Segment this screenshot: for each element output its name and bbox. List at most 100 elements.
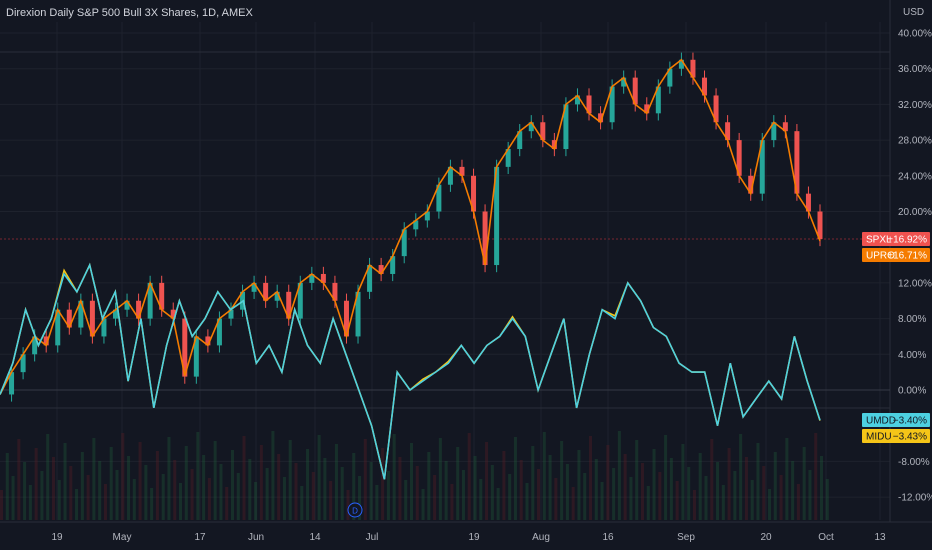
volume-bar (635, 440, 639, 520)
volume-bar (404, 480, 408, 520)
last-value-badge-spxl: SPXL+16.92% (862, 232, 930, 246)
candle-body (297, 282, 303, 319)
volume-bar (467, 433, 471, 520)
volume-bar (28, 485, 32, 520)
volume-bar (675, 481, 679, 520)
candle-body (517, 131, 523, 150)
volume-bar (63, 443, 67, 520)
volume-bar (381, 448, 385, 520)
volume-bar (86, 475, 90, 520)
candle-body (725, 122, 731, 141)
candle-body (817, 211, 823, 239)
candle-body (170, 309, 176, 319)
volume-bar (69, 466, 73, 520)
candle-body (621, 77, 627, 87)
y-tick-label: 32.00% (898, 100, 932, 111)
volume-bar (5, 453, 9, 520)
volume-bar (323, 458, 327, 520)
volume-bar (652, 449, 656, 520)
volume-bar (121, 433, 125, 520)
candle-body (667, 68, 673, 87)
volume-bar (508, 474, 512, 520)
volume-bars (0, 431, 829, 520)
candle-body (136, 300, 142, 319)
volume-bar (363, 439, 367, 520)
volume-bar (721, 485, 725, 520)
volume-bar (219, 464, 223, 520)
candle-body (713, 95, 719, 123)
candle-body (736, 140, 742, 176)
volume-bar (213, 441, 217, 520)
volume-bar (300, 486, 304, 520)
x-tick-label: 20 (760, 532, 772, 543)
candle-body (609, 86, 615, 123)
volume-bar (427, 452, 431, 520)
x-tick-label: Jul (366, 532, 379, 543)
volume-bar (155, 451, 159, 520)
badge-series-name: UPRO (866, 251, 895, 262)
volume-bar (132, 479, 136, 520)
volume-bar (485, 442, 489, 520)
volume-bar (727, 448, 731, 520)
candle-body (263, 282, 269, 301)
volume-bar (606, 445, 610, 520)
volume-bar (259, 445, 263, 520)
volume-bar (704, 476, 708, 520)
candle-body (494, 166, 500, 266)
badge-value: −3.40% (893, 416, 927, 427)
volume-bar (750, 480, 754, 520)
candle-body (182, 318, 188, 377)
candle-body (251, 282, 257, 292)
volume-bar (271, 431, 275, 520)
y-tick-label: 12.00% (898, 278, 932, 289)
candle-body (551, 140, 557, 150)
candle-body (9, 372, 15, 395)
volume-bar (369, 462, 373, 520)
candle-body (598, 113, 604, 123)
volume-bar (80, 452, 84, 520)
volume-bar (306, 449, 310, 520)
volume-bar (565, 464, 569, 520)
volume-bar (692, 490, 696, 520)
volume-bar (386, 471, 390, 520)
volume-bar (340, 467, 344, 520)
volume-bar (109, 447, 113, 520)
volume-bar (144, 465, 148, 520)
volume-bar (225, 487, 229, 520)
candle-body (147, 282, 153, 319)
candle-body (528, 122, 534, 132)
candle-body (78, 300, 84, 328)
volume-bar (496, 488, 500, 520)
candle-body (702, 77, 708, 96)
candle-body (690, 59, 696, 78)
dividend-marker[interactable] (347, 502, 363, 518)
y-tick-label: 40.00% (898, 29, 932, 40)
volume-bar (236, 473, 240, 520)
volume-bar (733, 471, 737, 520)
volume-bar (623, 454, 627, 520)
candle-body (482, 211, 488, 266)
candle-body (343, 300, 349, 337)
x-tick-label: Oct (818, 532, 834, 543)
last-value-badge-umdd: UMDD−3.40% (862, 413, 930, 427)
volume-bar (150, 488, 154, 520)
currency-label[interactable]: USD (903, 7, 925, 18)
candle-body (274, 291, 280, 301)
badge-series-name: SPXL (866, 235, 892, 246)
volume-bar (583, 473, 587, 520)
chart-title: Direxion Daily S&P 500 Bull 3X Shares, 1… (6, 7, 253, 19)
volume-bar (762, 466, 766, 520)
badge-bg (862, 248, 930, 262)
candle-body (782, 122, 788, 132)
volume-bar (687, 467, 691, 520)
volume-bar (358, 476, 362, 520)
badge-value: −3.43% (893, 432, 927, 443)
y-tick-label: 28.00% (898, 136, 932, 147)
candle-body (471, 175, 477, 212)
y-tick-label: -12.00% (898, 493, 932, 504)
candle-body (794, 131, 800, 194)
candle-body (632, 77, 638, 105)
volume-bar (785, 438, 789, 520)
volume-bar (254, 482, 258, 520)
